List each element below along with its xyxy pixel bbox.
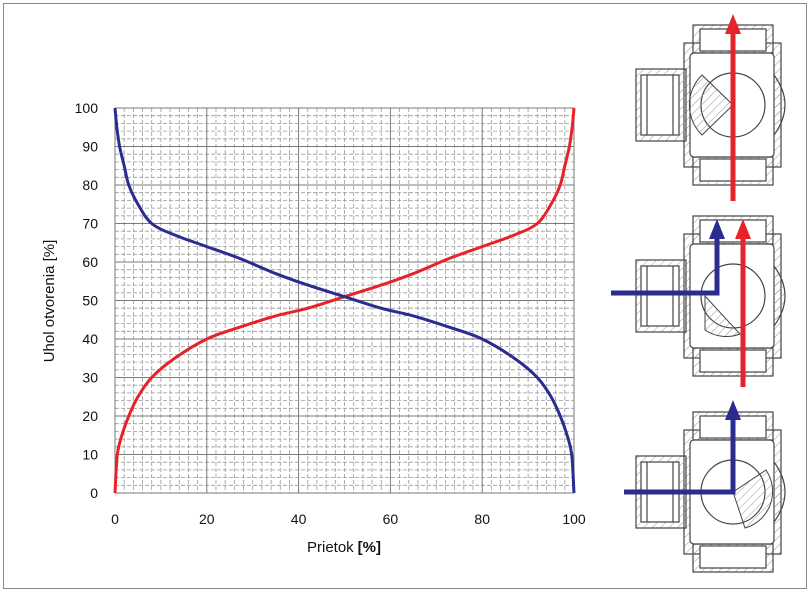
y-tick-label: 90 bbox=[82, 139, 98, 155]
y-tick-label: 80 bbox=[82, 177, 98, 193]
x-axis-tick-labels: 0 20 40 60 80 100 bbox=[111, 511, 586, 527]
x-tick-label: 0 bbox=[111, 511, 119, 527]
y-axis-label: Uhol otvorenia [%] bbox=[41, 240, 58, 363]
x-tick-label: 100 bbox=[562, 511, 586, 527]
major-grid bbox=[114, 107, 575, 494]
x-axis-label-unit: [%] bbox=[358, 539, 381, 556]
y-tick-label: 70 bbox=[82, 216, 98, 232]
y-tick-label: 10 bbox=[82, 447, 98, 463]
valve-diagrams bbox=[611, 14, 786, 573]
data-series bbox=[113, 107, 576, 494]
x-axis-label: Prietok [%] bbox=[307, 539, 381, 556]
y-tick-label: 100 bbox=[75, 100, 99, 116]
x-tick-label: 80 bbox=[474, 511, 490, 527]
y-tick-label: 20 bbox=[82, 408, 98, 424]
red-arrow-middle-head bbox=[735, 219, 751, 239]
series-line-red bbox=[113, 107, 576, 494]
y-tick-label: 50 bbox=[82, 293, 98, 309]
x-tick-label: 60 bbox=[383, 511, 399, 527]
valve-bottom bbox=[624, 400, 786, 573]
y-tick-label: 60 bbox=[82, 254, 98, 270]
x-tick-label: 20 bbox=[199, 511, 215, 527]
valve-middle bbox=[611, 215, 786, 387]
y-tick-label: 30 bbox=[82, 370, 98, 386]
valve-top bbox=[635, 14, 786, 201]
y-axis-tick-labels: 0 10 20 30 40 50 60 70 80 90 100 bbox=[75, 100, 99, 501]
blue-arrow-bottom-head bbox=[725, 400, 741, 420]
x-tick-label: 40 bbox=[291, 511, 307, 527]
ball-segment bbox=[732, 469, 774, 529]
ball-segment bbox=[688, 74, 734, 136]
x-axis-label-text: Prietok bbox=[307, 539, 354, 556]
y-tick-label: 40 bbox=[82, 331, 98, 347]
red-arrow-top-head bbox=[725, 14, 741, 34]
ball-segment bbox=[704, 294, 741, 338]
flow-characteristic-chart: 0 10 20 30 40 50 60 70 80 90 100 0 20 40 60 80 100 Uhol… bbox=[41, 100, 586, 556]
blue-arrow-middle-shaft bbox=[611, 235, 720, 296]
blue-arrow-bottom-shaft bbox=[624, 416, 736, 495]
series-line-blue bbox=[113, 107, 576, 494]
blue-arrow-middle-head bbox=[709, 219, 725, 239]
y-tick-label: 0 bbox=[90, 485, 98, 501]
